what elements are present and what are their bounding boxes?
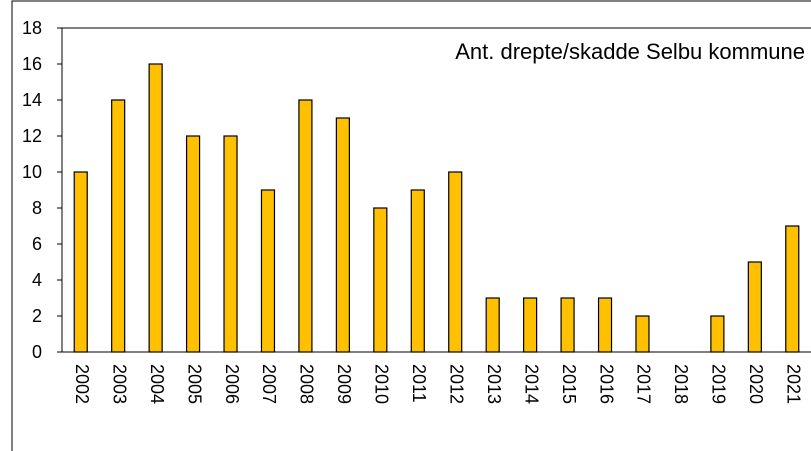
y-tick-label: 10: [22, 162, 42, 182]
bar: [148, 63, 163, 353]
y-tick-label: 18: [22, 18, 42, 38]
chart-frame: [11, 0, 811, 451]
x-tick-label: 2020: [746, 364, 766, 404]
x-tick-label: 2008: [297, 364, 317, 404]
bar: [223, 135, 238, 353]
bar: [560, 297, 575, 353]
bar: [298, 99, 313, 353]
y-tick-label: 14: [22, 90, 42, 110]
y-tick-label: 12: [22, 126, 42, 146]
bar: [73, 171, 88, 353]
x-tick-label: 2013: [484, 364, 504, 404]
y-tick-label: 0: [32, 342, 42, 362]
chart-title: Ant. drepte/skadde Selbu kommune: [455, 39, 805, 64]
x-tick-label: 2019: [709, 364, 729, 404]
y-tick-label: 2: [32, 306, 42, 326]
x-tick-label: 2018: [671, 364, 691, 404]
x-tick-label: 2005: [184, 364, 204, 404]
bar: [710, 315, 725, 353]
bar: [785, 225, 800, 353]
bar: [410, 189, 425, 353]
y-tick-label: 8: [32, 198, 42, 218]
x-tick-label: 2003: [109, 364, 129, 404]
x-tick-label: 2014: [521, 364, 541, 404]
x-tick-label: 2015: [559, 364, 579, 404]
x-tick-label: 2006: [222, 364, 242, 404]
bar: [335, 117, 350, 353]
x-tick-label: 2002: [72, 364, 92, 404]
y-tick-label: 4: [32, 270, 42, 290]
y-tick-label: 16: [22, 54, 42, 74]
x-tick-label: 2011: [409, 364, 429, 403]
bar: [111, 99, 126, 353]
bar: [260, 189, 276, 353]
bar: [597, 297, 613, 353]
bar: [485, 297, 500, 353]
bar: [635, 315, 650, 353]
x-tick-label: 2017: [634, 364, 654, 404]
y-tick-label: 6: [32, 234, 42, 254]
x-tick-label: 2010: [372, 364, 392, 404]
x-tick-label: 2021: [784, 364, 804, 404]
bar: [523, 297, 538, 353]
bar: [747, 261, 762, 353]
bar: [373, 207, 388, 353]
x-tick-label: 2009: [334, 364, 354, 404]
bar: [448, 171, 463, 353]
x-tick-label: 2007: [259, 364, 279, 404]
x-tick-label: 2016: [596, 364, 616, 404]
bar: [185, 135, 201, 353]
x-tick-label: 2004: [147, 364, 167, 404]
plot-frame: [61, 27, 811, 353]
x-tick-label: 2012: [446, 364, 466, 404]
